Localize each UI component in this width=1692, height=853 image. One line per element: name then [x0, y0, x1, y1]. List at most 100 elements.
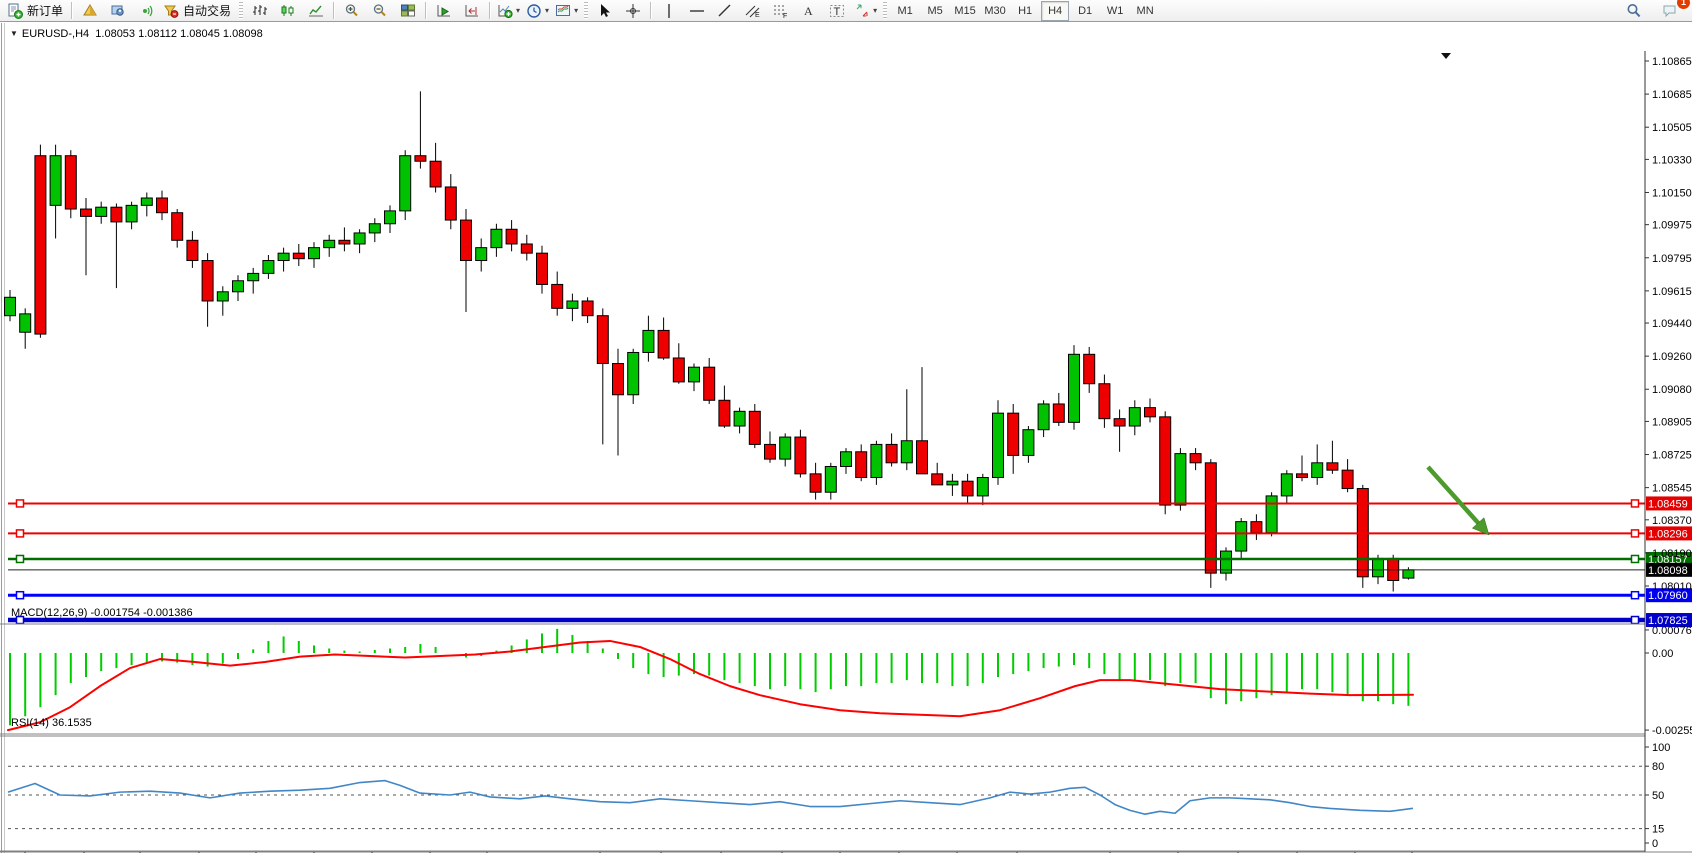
candle[interactable] — [171, 212, 184, 241]
candle[interactable] — [976, 477, 989, 497]
candle[interactable] — [931, 473, 944, 486]
sell-arrow-object[interactable] — [1426, 465, 1490, 536]
candle[interactable] — [34, 155, 47, 335]
chart-shift-button[interactable] — [458, 0, 486, 22]
candle-chart-button[interactable] — [274, 0, 302, 22]
candle[interactable] — [657, 329, 670, 359]
line-handle[interactable] — [1630, 499, 1640, 508]
line-handle[interactable] — [15, 529, 25, 538]
candle[interactable] — [992, 412, 1004, 479]
candle[interactable] — [1113, 418, 1126, 427]
candle[interactable] — [125, 204, 138, 223]
candle[interactable] — [1159, 416, 1172, 506]
candle[interactable] — [1068, 353, 1080, 423]
candle[interactable] — [308, 247, 320, 260]
timeframe-h4-button[interactable]: H4 — [1041, 0, 1070, 21]
market-watch-button[interactable] — [76, 0, 104, 22]
candle[interactable] — [323, 239, 336, 249]
candle[interactable] — [262, 260, 275, 274]
crosshair-button[interactable] — [619, 0, 647, 22]
candle[interactable] — [1128, 407, 1141, 427]
candle[interactable] — [596, 315, 609, 365]
candle[interactable] — [292, 252, 305, 260]
candle[interactable] — [505, 228, 518, 245]
autotrading-button[interactable]: 自动交易 — [160, 0, 236, 22]
candle[interactable] — [718, 399, 731, 427]
candle[interactable] — [840, 451, 852, 467]
candle[interactable] — [1372, 557, 1384, 578]
zoom-in-button[interactable] — [338, 0, 366, 22]
candle[interactable] — [1022, 429, 1035, 456]
candle[interactable] — [551, 283, 564, 309]
candle[interactable] — [1220, 550, 1232, 574]
chevron-down-icon[interactable]: ▾ — [516, 6, 521, 15]
candle[interactable] — [1250, 521, 1263, 534]
candle[interactable] — [368, 223, 381, 234]
hline-button[interactable] — [683, 0, 711, 22]
candle[interactable] — [946, 480, 959, 486]
timeframe-m1-button[interactable]: M1 — [897, 4, 913, 17]
candle[interactable] — [748, 410, 761, 445]
candle[interactable] — [672, 357, 685, 383]
candle[interactable] — [627, 351, 640, 396]
templates-button[interactable]: ▾ — [552, 0, 581, 22]
periods-button[interactable]: ▾ — [523, 0, 552, 22]
candle[interactable] — [338, 239, 351, 245]
timeframe-m15-button[interactable]: M15 — [954, 4, 976, 17]
price-axis[interactable]: 1.084591.082961.081571.080981.079601.078… — [1644, 51, 1692, 852]
candle[interactable] — [900, 440, 913, 464]
candle[interactable] — [1402, 569, 1415, 579]
label-button[interactable]: T — [823, 0, 851, 22]
candle[interactable] — [216, 291, 229, 302]
vline-button[interactable] — [655, 0, 683, 22]
alerts-button[interactable] — [132, 0, 160, 22]
candle[interactable] — [399, 155, 412, 212]
main-pane[interactable] — [4, 91, 1646, 625]
candle[interactable] — [384, 210, 396, 225]
fibonacci-button[interactable]: F — [767, 0, 795, 22]
candle[interactable] — [779, 436, 792, 460]
candle[interactable] — [1098, 383, 1111, 420]
candle[interactable] — [80, 208, 92, 217]
line-handle[interactable] — [1630, 615, 1640, 625]
trendline-button[interactable] — [711, 0, 739, 22]
candle[interactable] — [612, 363, 624, 396]
candle[interactable] — [460, 219, 472, 262]
new-order-button[interactable]: 新订单 — [4, 0, 68, 22]
candle[interactable] — [1280, 473, 1293, 497]
candle[interactable] — [156, 197, 168, 214]
candle[interactable] — [232, 280, 244, 293]
candle[interactable] — [201, 260, 214, 302]
timeframe-mn-button[interactable]: MN — [1136, 4, 1154, 17]
candle[interactable] — [110, 206, 123, 223]
candle[interactable] — [1083, 353, 1096, 385]
candle[interactable] — [475, 247, 488, 262]
line-handle[interactable] — [1630, 590, 1640, 600]
candle[interactable] — [1189, 453, 1202, 464]
candle[interactable] — [536, 252, 548, 285]
candle[interactable] — [642, 329, 655, 353]
candle[interactable] — [1144, 407, 1156, 418]
arrows-button[interactable]: ▾ — [851, 0, 880, 22]
timeframe-h1-button[interactable]: H1 — [1018, 4, 1033, 17]
candle[interactable] — [1204, 462, 1217, 574]
search-icon[interactable] — [1620, 0, 1648, 22]
chart-collapse-icon[interactable]: ▼ — [10, 29, 18, 38]
candle[interactable] — [1341, 469, 1354, 490]
candle[interactable] — [1174, 453, 1187, 506]
candle[interactable] — [566, 300, 579, 309]
navigator-button[interactable] — [104, 0, 132, 22]
candle[interactable] — [1296, 473, 1308, 479]
candle[interactable] — [794, 436, 807, 475]
timeframe-w1-button[interactable]: W1 — [1106, 4, 1124, 17]
candle[interactable] — [855, 451, 868, 479]
candle[interactable] — [581, 300, 594, 317]
candle[interactable] — [961, 480, 974, 497]
line-handle[interactable] — [15, 590, 25, 600]
cursor-button[interactable] — [591, 0, 619, 22]
zoom-out-button[interactable] — [366, 0, 394, 22]
chart-title[interactable]: ▼ EURUSD-,H4 1.08053 1.08112 1.08045 1.08… — [10, 28, 263, 40]
chat-icon[interactable]: 1 — [1656, 0, 1690, 22]
indicators-button[interactable]: ▾ — [494, 0, 523, 22]
line-handle[interactable] — [1630, 554, 1640, 564]
